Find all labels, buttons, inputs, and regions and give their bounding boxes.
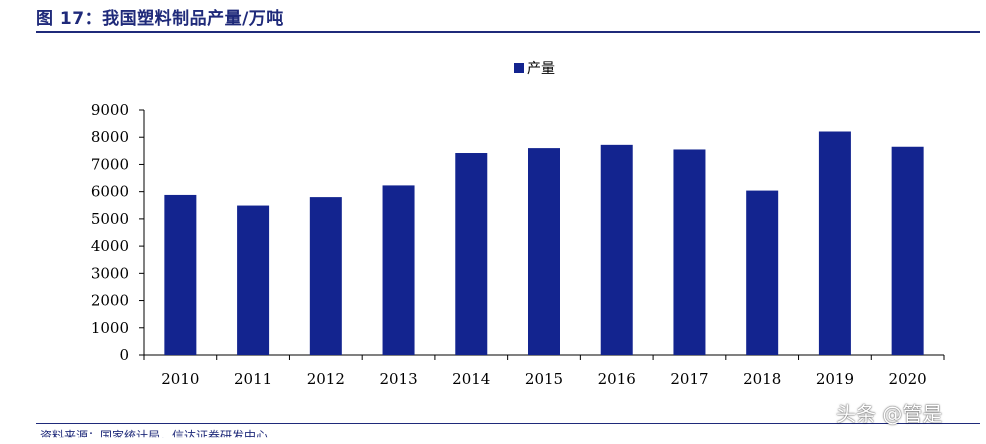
bar-2018 [746,190,779,355]
bars [164,131,924,355]
y-tick-label: 1000 [91,319,129,337]
x-tick-label: 2015 [525,370,563,388]
x-tick-label: 2019 [816,370,854,388]
legend-swatch [514,63,524,73]
x-tick-label: 2017 [670,370,708,388]
x-tick-label: 2018 [743,370,781,388]
bar-2017 [673,149,706,355]
y-tick-label: 6000 [91,183,129,201]
y-tick-label: 2000 [91,292,129,310]
x-tick-label: 2012 [307,370,345,388]
title-divider [36,31,980,33]
x-tick-label: 2011 [234,370,272,388]
bar-2015 [528,148,560,355]
y-tick-label: 7000 [91,155,129,173]
bar-2020 [891,146,924,355]
bar-2014 [455,153,488,355]
legend-label-production: 产量 [527,61,555,77]
y-tick-label: 8000 [91,128,129,146]
x-tick-label: 2010 [161,370,199,388]
source-note: 资料来源：国家统计局，信达证券研发中心 [40,429,269,443]
y-tick-label: 0 [119,346,129,364]
footer-divider [36,423,980,424]
x-tick-label: 2016 [598,370,636,388]
bar-2010 [164,194,197,355]
y-tick-label: 9000 [91,101,129,119]
x-tick-label: 2020 [889,370,927,388]
bar-2016 [600,144,633,355]
watermark: 头条 @管是 [836,402,943,426]
figure-title: 图 17：我国塑料制品产量/万吨 [36,9,284,29]
y-axis: 0 1000 2000 3000 4000 5000 6000 7000 8000 9000 [91,101,145,364]
y-tick-label: 3000 [91,264,129,282]
x-tick-label: 2014 [452,370,490,388]
bar-2013 [382,185,415,355]
x-axis: 2010 2011 2012 2013 2014 2015 2016 2017 2018 2019… [143,354,945,388]
y-tick-label: 5000 [91,210,129,228]
x-tick-label: 2013 [379,370,417,388]
bar-2011 [237,205,270,355]
y-tick-label: 4000 [91,237,129,255]
bar-2012 [309,197,342,355]
legend: 产量 [514,61,555,77]
bar-2019 [818,131,851,355]
